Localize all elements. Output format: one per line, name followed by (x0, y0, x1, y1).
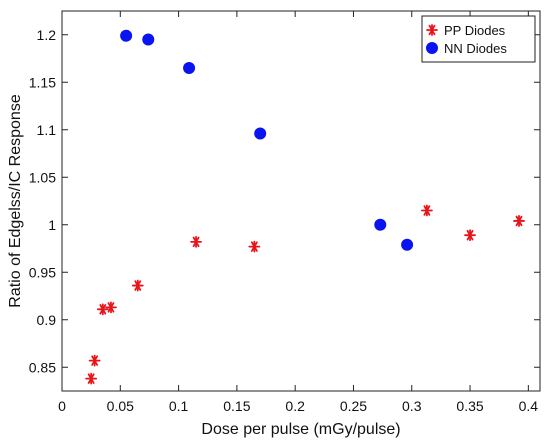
y-tick-label: 1.05 (29, 169, 56, 185)
x-tick-label: 0.05 (107, 398, 134, 414)
pp-diodes-point (513, 215, 525, 227)
y-tick-label: 1.1 (37, 122, 57, 138)
x-tick-label: 0.4 (519, 398, 539, 414)
nn-diodes-point (142, 33, 155, 46)
nn-diodes-point (183, 62, 196, 74)
y-axis-title: Ratio of Edgelss/IC Response (7, 94, 24, 308)
pp-diodes-point (248, 240, 261, 253)
pp-diodes-point (88, 354, 101, 367)
pp-diodes-point (85, 372, 98, 385)
legend-marker-nn-diodes (426, 42, 438, 54)
x-axis-title: Dose per pulse (mGy/pulse) (201, 421, 400, 438)
x-tick-label: 0.2 (285, 398, 305, 414)
legend: PP Diodes NN Diodes (421, 15, 536, 63)
nn-diodes-point (254, 127, 267, 140)
x-tick-label: 0.35 (456, 398, 483, 414)
y-tick-label: 1.2 (37, 27, 57, 43)
nn-diodes-point (401, 238, 414, 251)
data-points (85, 29, 525, 385)
y-tick-label: 0.9 (37, 312, 57, 328)
pp-diodes-point (96, 303, 109, 316)
pp-diodes-point (421, 204, 433, 217)
pp-diodes-point (131, 279, 144, 292)
pp-diodes-point (105, 301, 117, 314)
x-tick-label: 0.3 (402, 398, 422, 414)
legend-asterisk-icon (426, 24, 438, 36)
nn-diodes-point (374, 218, 387, 231)
legend-label-nn-diodes: NN Diodes (444, 41, 507, 56)
y-tick-label: 0.85 (29, 359, 56, 375)
x-tick-label: 0.15 (223, 398, 250, 414)
y-tick-label: 1 (48, 217, 56, 233)
nn-diodes-point (120, 29, 133, 42)
pp-diodes-point (464, 229, 476, 242)
plot-area (61, 10, 541, 392)
y-axis: 0.85 0.9 0.95 1 1.05 1.1 1.15 1.2 (29, 27, 540, 375)
pp-diodes-point (190, 235, 202, 248)
legend-marker-pp-diodes (426, 24, 438, 36)
y-tick-label: 0.95 (29, 264, 56, 280)
legend-label-pp-diodes: PP Diodes (444, 23, 506, 38)
x-tick-label: 0.1 (169, 398, 189, 414)
x-tick-label: 0.25 (340, 398, 367, 414)
y-tick-label: 1.15 (29, 74, 56, 90)
x-axis: 0 0.05 0.1 0.15 0.2 0.25 0.3 0.35 0.4 (58, 11, 538, 414)
legend-box (421, 15, 536, 63)
legend-circle-icon (426, 42, 438, 54)
x-tick-label: 0 (58, 398, 66, 414)
